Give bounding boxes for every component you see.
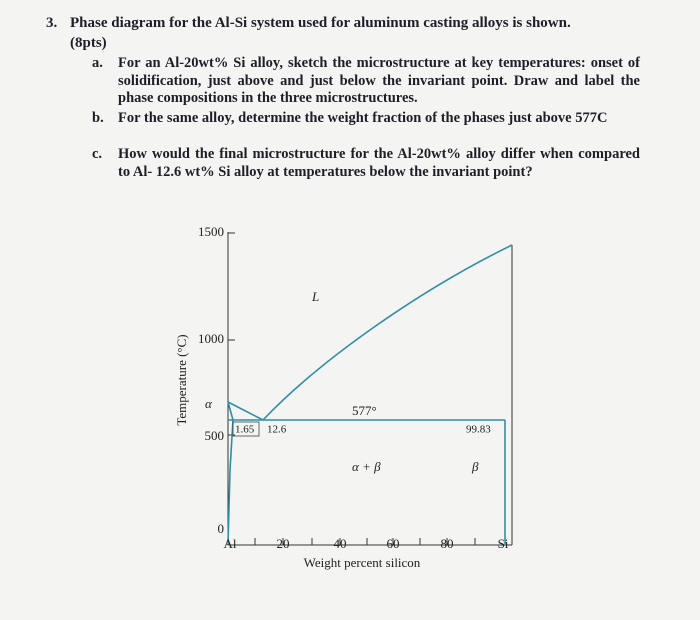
part-label: c. (92, 146, 103, 162)
y-tick-label: 1500 (198, 224, 224, 239)
y-tick-label: 1000 (198, 331, 224, 346)
composition-label: 1.65 (235, 424, 255, 436)
y-tick-label: 500 (205, 428, 225, 443)
x-tick-label: Si (498, 536, 509, 551)
x-tick-label: 60 (387, 536, 400, 551)
region-label: L (311, 289, 319, 304)
label-box (232, 421, 260, 437)
part-c: c. How would the final microstructure fo… (92, 146, 640, 181)
y-axis-label: Temperature (°C) (174, 334, 189, 425)
question-number: 3. (46, 15, 58, 31)
region-label: α + β (352, 459, 381, 474)
part-text: For an Al-20wt% Si alloy, sketch the mic… (118, 55, 640, 106)
part-text: How would the final microstructure for t… (118, 146, 640, 180)
eutectic-temp: 577° (352, 403, 377, 418)
phase-boundaries (227, 244, 513, 546)
region-label: α (205, 396, 213, 411)
part-text: For the same alloy, determine the weight… (118, 110, 608, 126)
question-points: (8pts) (70, 35, 107, 51)
alpha-solvus (227, 401, 234, 546)
part-b: b. For the same alloy, determine the wei… (92, 110, 640, 128)
x-tick-label: 40 (334, 536, 347, 551)
y-tick-label: 0 (218, 521, 225, 536)
liquidus-al (227, 401, 264, 421)
axes (227, 232, 513, 546)
composition-label: 99.83 (466, 424, 491, 436)
question-text: Phase diagram for the Al-Si system used … (70, 15, 571, 31)
x-tick-label: Al (224, 536, 237, 551)
part-label: a. (92, 55, 103, 71)
part-label: b. (92, 110, 104, 126)
liquidus-si (262, 244, 513, 421)
x-axis-label: Weight percent silicon (304, 555, 421, 570)
region-label: β (471, 459, 479, 474)
x-tick-label: 20 (277, 536, 290, 551)
composition-label: 12.6 (267, 424, 287, 436)
part-a: a. For an Al-20wt% Si alloy, sketch the … (92, 55, 640, 108)
x-tick-label: 80 (441, 536, 454, 551)
